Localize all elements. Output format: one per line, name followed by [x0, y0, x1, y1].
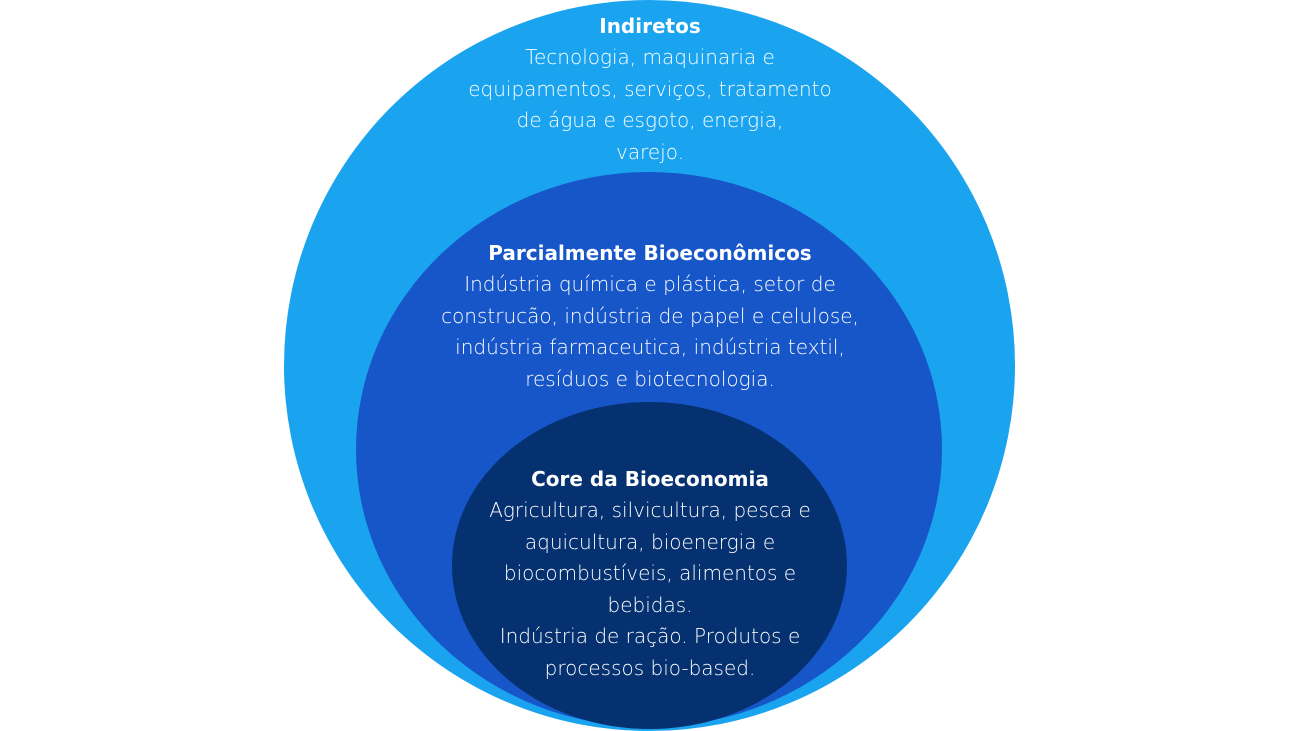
middle-layer-text: Parcialmente Bioeconômicos Indústria quí… — [400, 238, 900, 395]
inner-layer-text: Core da Bioeconomia Agricultura, silvicu… — [470, 464, 830, 684]
outer-layer-text: Indiretos Tecnologia, maquinaria e equip… — [430, 11, 870, 168]
inner-circle-core — [452, 402, 847, 729]
middle-layer-title: Parcialmente Bioeconômicos — [488, 241, 812, 265]
middle-layer-body: Indústria química e plástica, setor de c… — [441, 272, 859, 391]
inner-layer-body: Agricultura, silvicultura, pesca e aquic… — [489, 498, 811, 680]
outer-layer-title: Indiretos — [599, 14, 701, 38]
outer-layer-body: Tecnologia, maquinaria e equipamentos, s… — [468, 45, 832, 164]
inner-layer-title: Core da Bioeconomia — [531, 467, 769, 491]
